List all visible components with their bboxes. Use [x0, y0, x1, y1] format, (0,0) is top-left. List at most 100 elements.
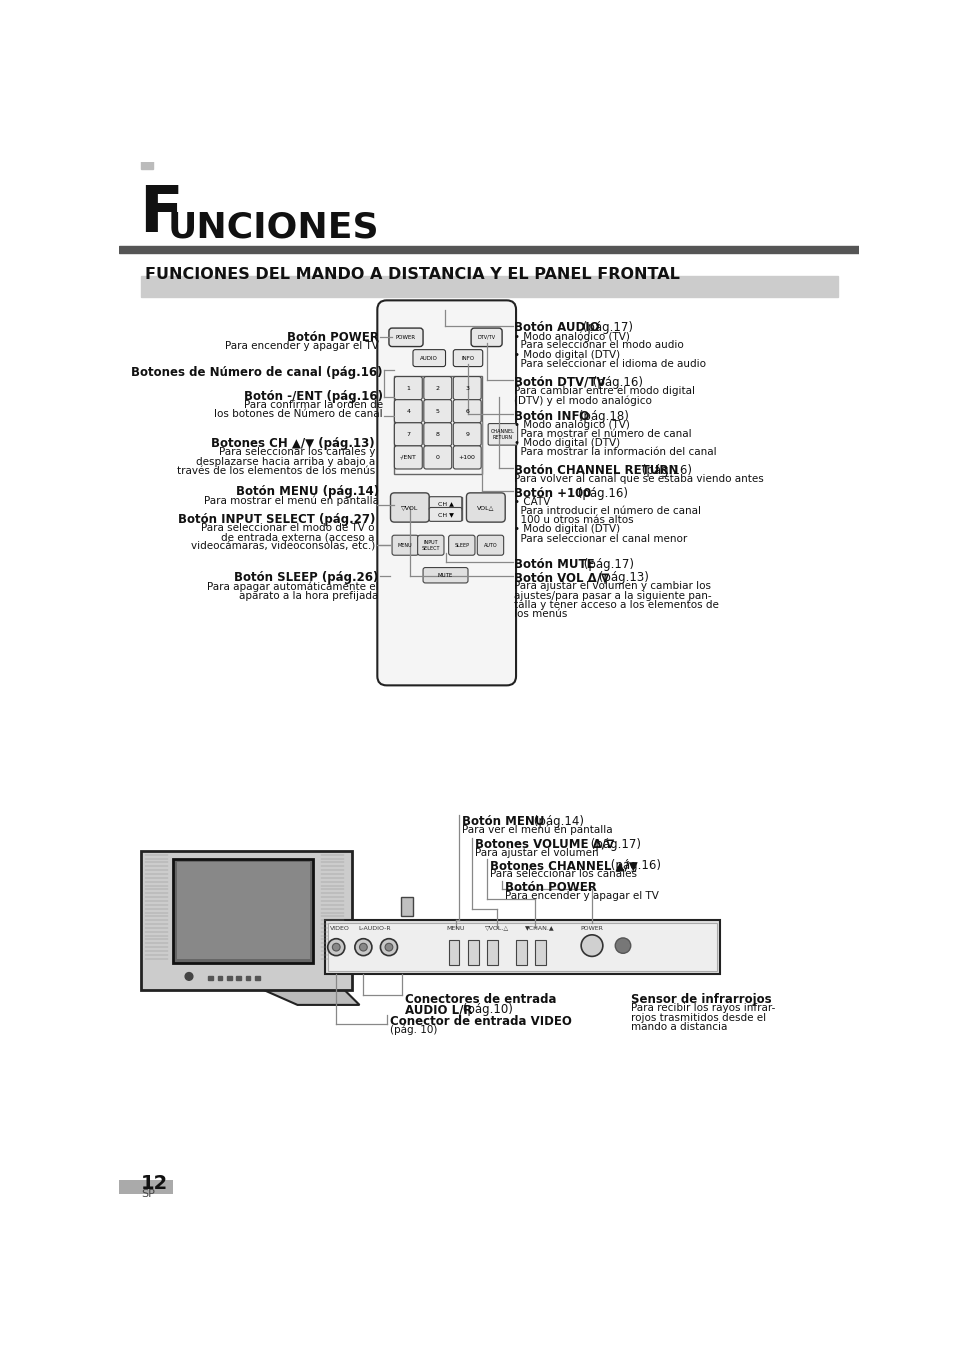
Bar [141, 100, 153, 170]
Text: MENU: MENU [397, 543, 412, 547]
Text: VOL△: VOL△ [476, 506, 494, 510]
FancyBboxPatch shape [394, 400, 422, 423]
Text: 1: 1 [406, 386, 410, 391]
Text: Para confirmar la orden de: Para confirmar la orden de [243, 400, 382, 410]
Text: (pág.13): (pág.13) [595, 572, 648, 585]
Text: videocámaras, videoconsolas, etc.): videocámaras, videoconsolas, etc.) [191, 542, 375, 551]
Text: AUTO: AUTO [483, 543, 497, 547]
Text: • Modo digital (DTV): • Modo digital (DTV) [514, 349, 620, 360]
Text: Botón MUTE: Botón MUTE [514, 558, 595, 570]
Text: Para encender y apagar el TV: Para encender y apagar el TV [505, 891, 659, 900]
Text: MENU: MENU [446, 926, 464, 930]
Text: (pág.17): (pág.17) [586, 838, 639, 851]
Text: Botón POWER: Botón POWER [505, 882, 597, 894]
Text: AUDIO: AUDIO [420, 356, 437, 361]
Circle shape [355, 938, 372, 956]
Circle shape [580, 936, 602, 956]
FancyBboxPatch shape [394, 423, 422, 446]
Text: Botón CHANNEL RETURN: Botón CHANNEL RETURN [514, 464, 679, 477]
Text: (pág.17): (pág.17) [578, 321, 632, 334]
FancyBboxPatch shape [476, 535, 503, 555]
Text: VIDEO: VIDEO [330, 926, 350, 930]
Text: CH ▲: CH ▲ [437, 501, 453, 506]
FancyBboxPatch shape [453, 423, 480, 446]
Text: Botón -/ENT (pág.16): Botón -/ENT (pág.16) [244, 390, 382, 403]
Text: Botón SLEEP (pág.26): Botón SLEEP (pág.26) [234, 572, 378, 585]
Polygon shape [262, 989, 359, 1004]
Text: 100 u otros más altos: 100 u otros más altos [514, 515, 634, 526]
Text: Botón VOL Δ/∇: Botón VOL Δ/∇ [514, 572, 609, 585]
FancyBboxPatch shape [389, 328, 422, 346]
Bar [217, 976, 222, 980]
Text: MUTE: MUTE [437, 573, 453, 578]
Text: través de los elementos de los menús: través de los elementos de los menús [176, 466, 375, 476]
Bar [487, 941, 497, 965]
FancyBboxPatch shape [423, 423, 452, 446]
Text: (pág.16): (pág.16) [607, 860, 660, 872]
FancyBboxPatch shape [392, 535, 418, 555]
Text: Para ver el menú en pantalla: Para ver el menú en pantalla [461, 825, 612, 836]
Text: Conectores de entrada: Conectores de entrada [405, 993, 557, 1007]
FancyBboxPatch shape [422, 568, 468, 582]
Text: DTV/TV: DTV/TV [477, 334, 496, 340]
Text: • CATV: • CATV [514, 496, 550, 507]
Bar [176, 861, 310, 960]
FancyBboxPatch shape [453, 446, 480, 469]
FancyBboxPatch shape [423, 400, 452, 423]
Text: Para ajustar el volumen y cambiar los: Para ajustar el volumen y cambiar los [514, 581, 711, 592]
FancyBboxPatch shape [390, 493, 429, 522]
Bar [324, 921, 720, 975]
Text: Para apagar automáticamente el: Para apagar automáticamente el [207, 581, 378, 592]
Text: F: F [139, 183, 183, 245]
Bar [208, 976, 213, 980]
FancyBboxPatch shape [453, 349, 482, 367]
Circle shape [332, 944, 340, 950]
Bar [173, 859, 313, 962]
Text: Para seleccionar el canal menor: Para seleccionar el canal menor [514, 534, 687, 543]
Bar [119, 247, 858, 252]
Text: AUDIO L/R: AUDIO L/R [405, 1003, 473, 1016]
Text: Sensor de infrarrojos: Sensor de infrarrojos [630, 993, 771, 1007]
Text: Botón INPUT SELECT (pág.27): Botón INPUT SELECT (pág.27) [177, 512, 375, 526]
Text: • Modo digital (DTV): • Modo digital (DTV) [514, 524, 620, 534]
FancyBboxPatch shape [448, 535, 475, 555]
Text: Botones CH ▲/▼ (pág.13): Botones CH ▲/▼ (pág.13) [212, 437, 375, 450]
Text: Para mostrar el número de canal: Para mostrar el número de canal [514, 429, 691, 439]
FancyBboxPatch shape [423, 376, 452, 400]
Text: 12: 12 [141, 1174, 168, 1193]
Text: ▽VOL.△: ▽VOL.△ [485, 926, 509, 930]
FancyBboxPatch shape [394, 446, 422, 469]
Text: (DTV) y el modo analógico: (DTV) y el modo analógico [514, 395, 652, 406]
Text: INPUT
SELECT: INPUT SELECT [421, 539, 439, 550]
Bar [328, 923, 716, 971]
Text: POWER: POWER [580, 926, 603, 930]
FancyBboxPatch shape [423, 446, 452, 469]
Text: (pág.16): (pág.16) [588, 376, 642, 388]
Text: aparato a la hora prefijada: aparato a la hora prefijada [239, 590, 378, 601]
Text: INFO: INFO [461, 356, 474, 361]
Text: Para seleccionar los canales: Para seleccionar los canales [489, 869, 636, 879]
FancyBboxPatch shape [377, 301, 516, 685]
Circle shape [615, 938, 630, 953]
Text: CH ▼: CH ▼ [437, 512, 453, 516]
Text: Botón AUDIO: Botón AUDIO [514, 321, 599, 334]
Text: 3: 3 [465, 386, 469, 391]
Text: ▼CHAN.▲: ▼CHAN.▲ [525, 926, 555, 930]
Circle shape [359, 944, 367, 950]
Bar [400, 898, 413, 917]
Text: Para introducir el número de canal: Para introducir el número de canal [514, 506, 700, 516]
Text: POWER: POWER [395, 334, 416, 340]
Text: rojos trasmitidos desde el: rojos trasmitidos desde el [630, 1012, 765, 1023]
Bar [227, 976, 232, 980]
Circle shape [328, 938, 344, 956]
Text: (pág.18): (pág.18) [575, 410, 628, 423]
Text: desplazarse hacia arriba y abajo a: desplazarse hacia arriba y abajo a [195, 457, 375, 466]
Bar [394, 376, 481, 474]
Text: Botones CHANNEL ▲/▼: Botones CHANNEL ▲/▼ [489, 860, 637, 872]
Bar [254, 976, 259, 980]
Bar [448, 941, 459, 965]
Text: los menús: los menús [514, 609, 567, 619]
Bar [119, 1180, 173, 1193]
Text: L-AUDIO-R: L-AUDIO-R [358, 926, 391, 930]
Circle shape [385, 944, 393, 950]
